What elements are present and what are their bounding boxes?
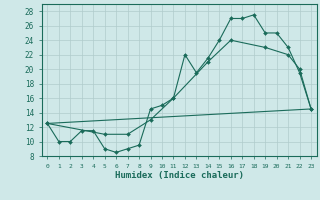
X-axis label: Humidex (Indice chaleur): Humidex (Indice chaleur) [115,171,244,180]
